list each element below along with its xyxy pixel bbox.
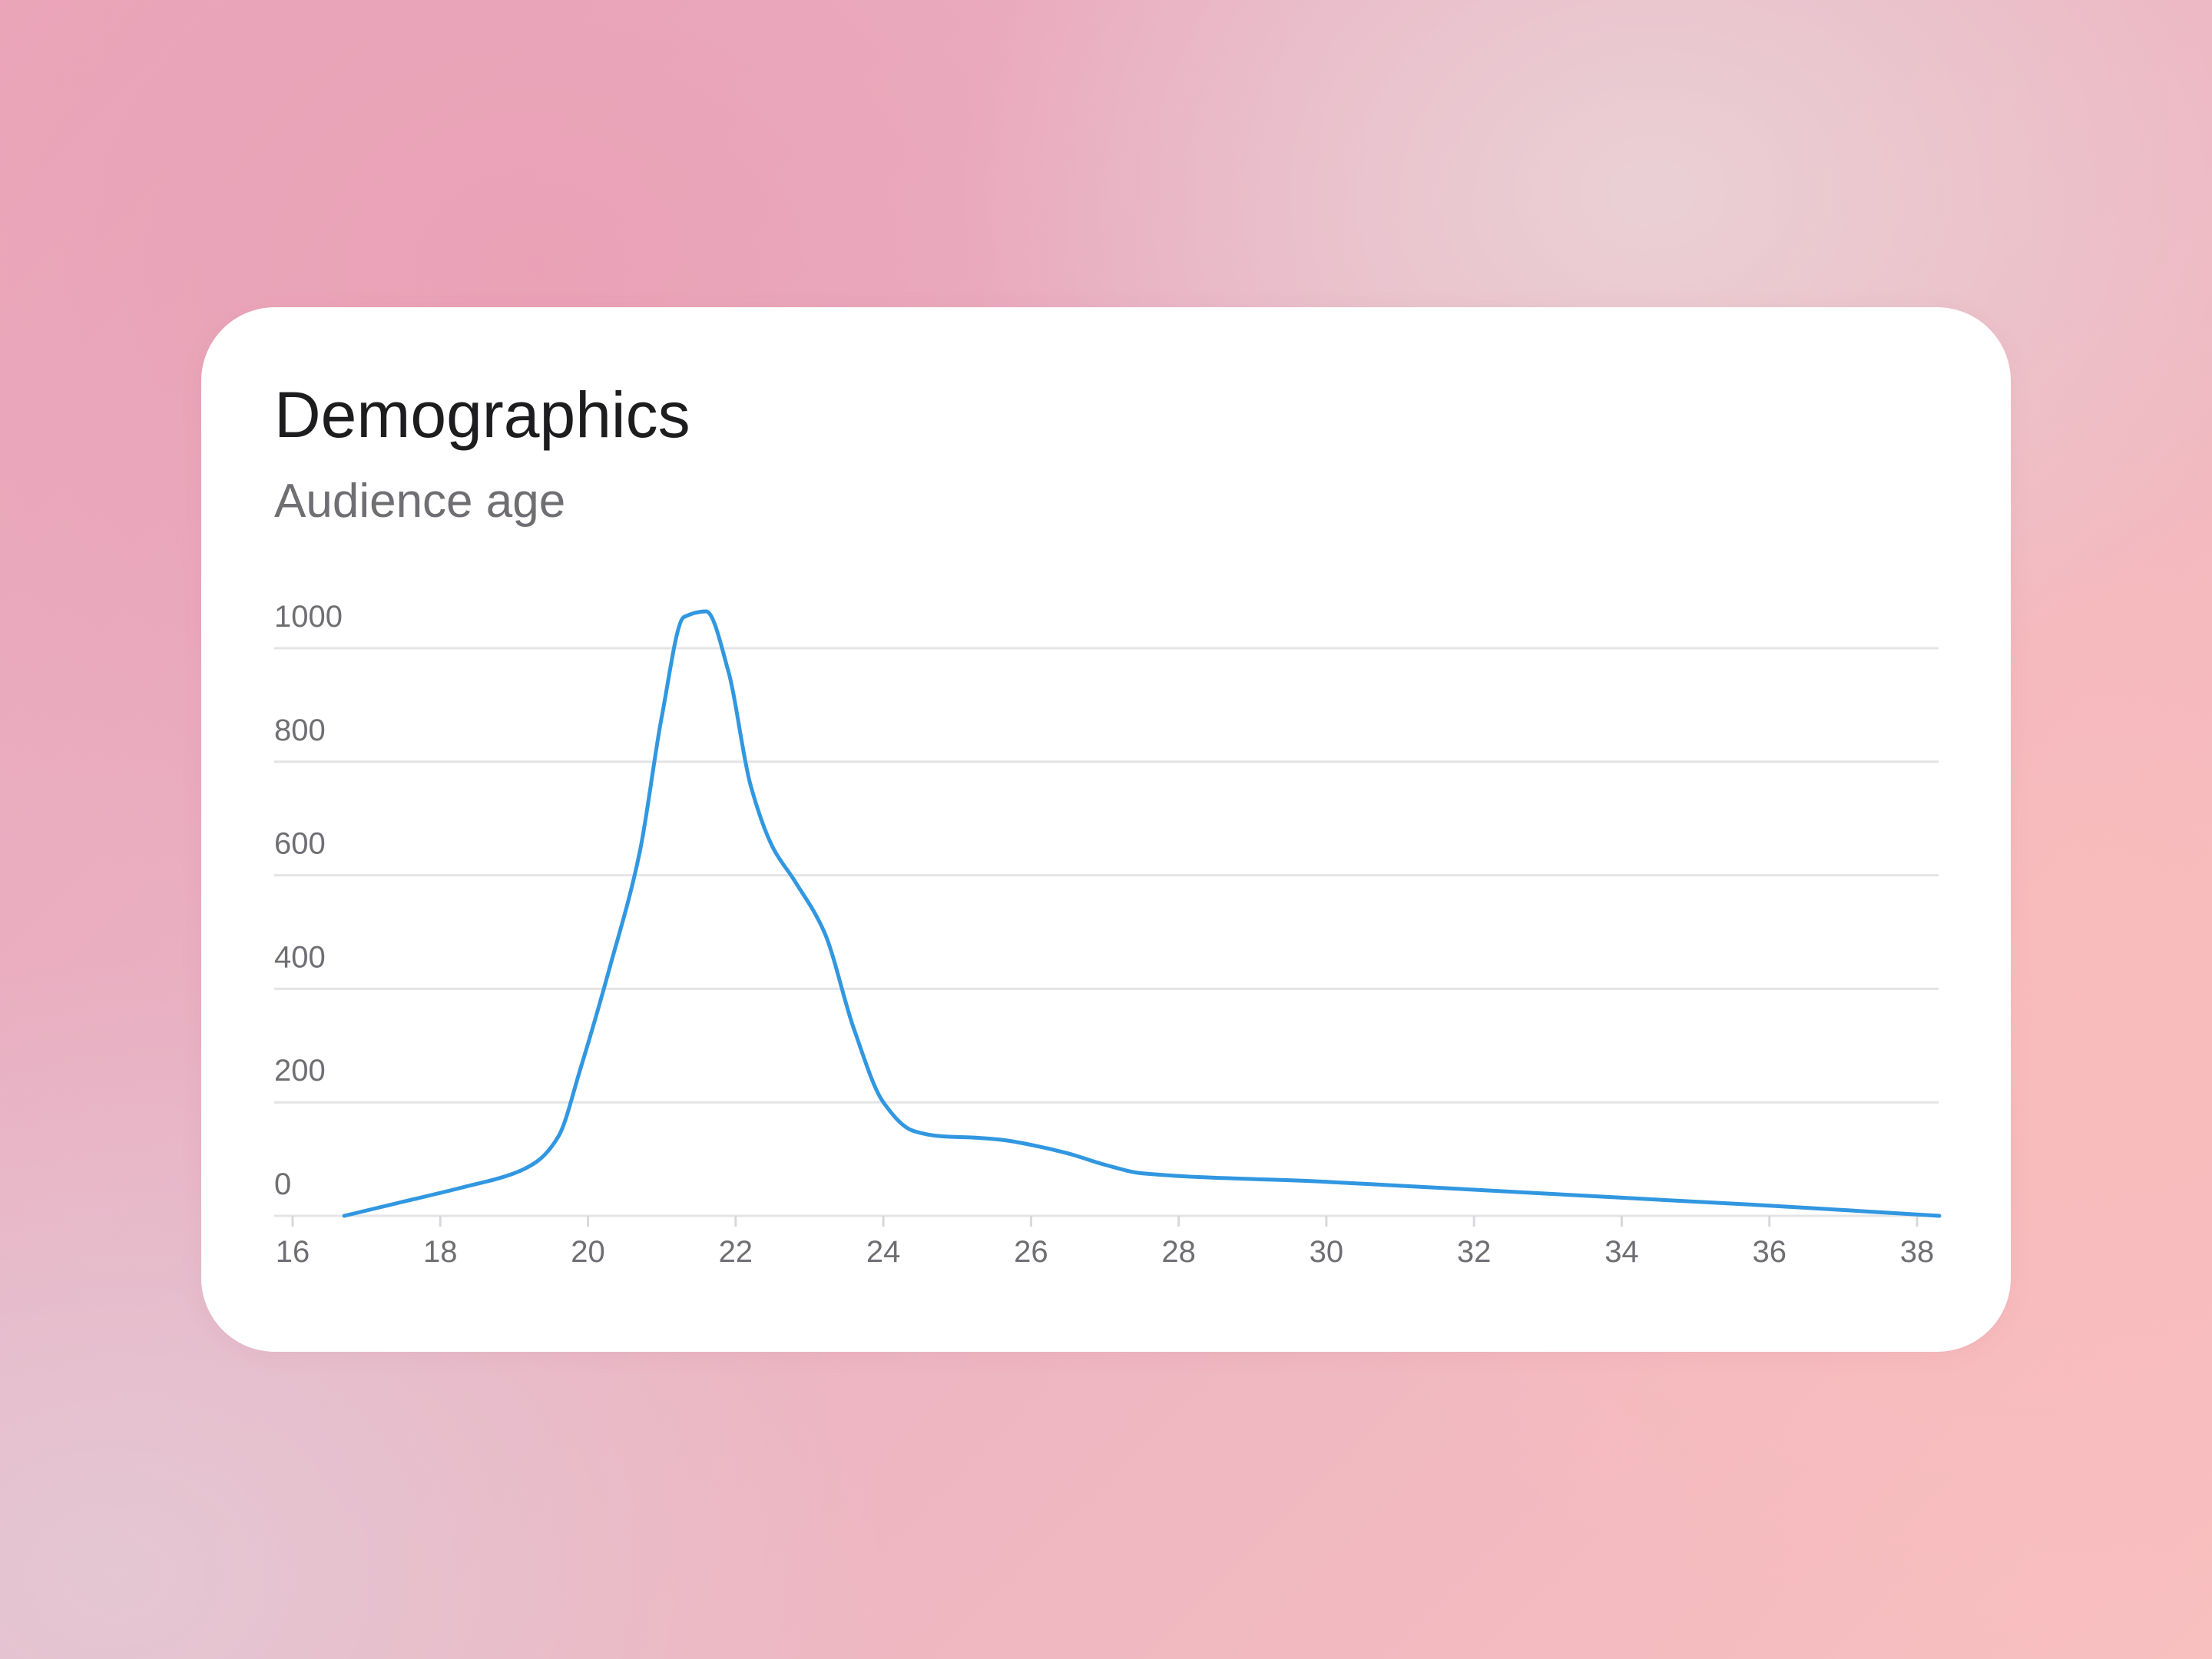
data-point-27 xyxy=(1324,1180,1329,1184)
data-point-13 xyxy=(748,782,753,786)
y-tick-label-1000: 1000 xyxy=(274,600,343,634)
data-point-23 xyxy=(1028,1143,1033,1147)
data-point-8 xyxy=(637,850,642,855)
x-tick-label-32: 32 xyxy=(1457,1235,1492,1269)
data-point-30 xyxy=(1767,1204,1772,1208)
data-point-6 xyxy=(578,1066,583,1071)
x-tick-label-20: 20 xyxy=(571,1235,605,1269)
y-tick-label-0: 0 xyxy=(274,1167,291,1201)
card-subtitle: Audience age xyxy=(274,475,566,528)
data-point-22 xyxy=(999,1137,1004,1142)
data-point-14 xyxy=(770,845,775,849)
card-title: Demographics xyxy=(274,379,690,451)
x-tick-label-16: 16 xyxy=(276,1235,310,1269)
series-layer xyxy=(342,609,1942,1218)
data-point-4 xyxy=(534,1160,538,1164)
series-line-0 xyxy=(342,609,1942,1218)
data-point-18 xyxy=(881,1100,886,1104)
y-tick-label-200: 200 xyxy=(274,1054,326,1088)
data-point-28 xyxy=(1472,1187,1476,1192)
y-tick-label-400: 400 xyxy=(274,940,326,974)
data-point-17 xyxy=(852,1026,856,1031)
x-tick-label-24: 24 xyxy=(866,1235,901,1269)
x-tick-label-26: 26 xyxy=(1014,1235,1048,1269)
data-point-9 xyxy=(660,714,664,719)
data-point-1 xyxy=(401,1200,406,1204)
data-point-15 xyxy=(793,879,797,883)
grid-lines xyxy=(274,647,1939,1217)
x-tick-label-18: 18 xyxy=(423,1235,458,1269)
x-tick-label-30: 30 xyxy=(1310,1235,1344,1269)
y-tick-label-800: 800 xyxy=(274,714,326,747)
x-axis-labels: 16 18 20 22 24 26 28 30 32 34 36 38 xyxy=(276,1235,1935,1269)
x-tick-label-22: 22 xyxy=(719,1235,753,1269)
data-point-0 xyxy=(342,1214,346,1218)
data-point-26 xyxy=(1140,1171,1144,1176)
data-point-29 xyxy=(1619,1195,1624,1200)
data-point-2 xyxy=(460,1185,465,1190)
data-point-16 xyxy=(822,930,826,934)
data-point-10 xyxy=(682,614,687,619)
data-point-19 xyxy=(911,1128,916,1133)
y-tick-label-600: 600 xyxy=(274,827,326,861)
x-tick-label-28: 28 xyxy=(1161,1235,1196,1269)
data-point-5 xyxy=(556,1134,561,1139)
x-axis-ticks xyxy=(291,1216,1919,1227)
x-tick-label-34: 34 xyxy=(1604,1235,1639,1269)
data-point-7 xyxy=(608,964,612,969)
data-point-25 xyxy=(1103,1162,1107,1167)
x-tick-label-38: 38 xyxy=(1900,1235,1935,1269)
data-point-21 xyxy=(969,1135,974,1140)
data-point-31 xyxy=(1937,1214,1942,1218)
data-point-11 xyxy=(704,609,708,614)
data-point-20 xyxy=(940,1134,945,1139)
data-point-3 xyxy=(512,1171,516,1176)
y-axis-labels: 1000 800 600 400 200 0 xyxy=(274,600,343,1201)
data-point-24 xyxy=(1065,1151,1070,1156)
x-tick-label-36: 36 xyxy=(1752,1235,1786,1269)
data-point-12 xyxy=(726,669,730,674)
